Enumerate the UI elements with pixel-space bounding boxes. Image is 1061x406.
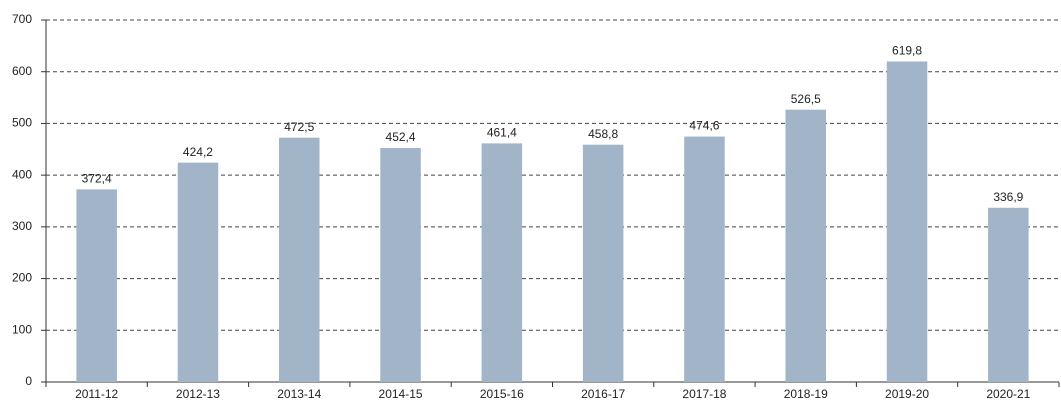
bar xyxy=(177,162,219,382)
y-tick-label: 300 xyxy=(12,219,32,233)
x-tick-label: 2017-18 xyxy=(682,387,726,401)
bar xyxy=(278,137,320,382)
y-tick-label: 100 xyxy=(12,322,32,336)
x-tick-label: 2013-14 xyxy=(277,387,321,401)
bar xyxy=(684,136,725,382)
value-label: 372,4 xyxy=(82,172,112,186)
y-tick-label: 0 xyxy=(25,374,32,388)
x-tick-label: 2011-12 xyxy=(75,387,118,401)
x-tick-label: 2012-13 xyxy=(176,387,220,401)
y-tick-label: 200 xyxy=(12,271,32,285)
value-label: 424,2 xyxy=(183,145,213,159)
bar xyxy=(380,148,421,382)
value-label: 526,5 xyxy=(791,92,821,106)
y-tick-label: 500 xyxy=(12,116,32,130)
value-label: 619,8 xyxy=(892,44,922,58)
y-tick-label: 600 xyxy=(12,64,32,78)
bar xyxy=(988,207,1029,382)
x-tick-label: 2019-20 xyxy=(885,387,929,401)
value-label: 461,4 xyxy=(487,126,517,140)
value-label: 472,5 xyxy=(284,120,314,134)
bar xyxy=(886,61,928,383)
value-label: 474,6 xyxy=(689,119,719,133)
bar xyxy=(481,143,523,382)
bar xyxy=(785,109,827,382)
x-tick-label: 2018-19 xyxy=(784,387,828,401)
value-label: 458,8 xyxy=(588,127,618,141)
y-tick-label: 400 xyxy=(12,167,32,181)
bar xyxy=(76,189,117,382)
x-tick-label: 2015-16 xyxy=(480,387,524,401)
x-tick-label: 2020-21 xyxy=(986,387,1030,401)
y-tick-label: 700 xyxy=(12,12,32,26)
value-label: 452,4 xyxy=(386,130,416,144)
bar xyxy=(582,144,624,382)
x-tick-label: 2016-17 xyxy=(581,387,625,401)
value-label: 336,9 xyxy=(993,190,1023,204)
x-tick-label: 2014-15 xyxy=(379,387,423,401)
